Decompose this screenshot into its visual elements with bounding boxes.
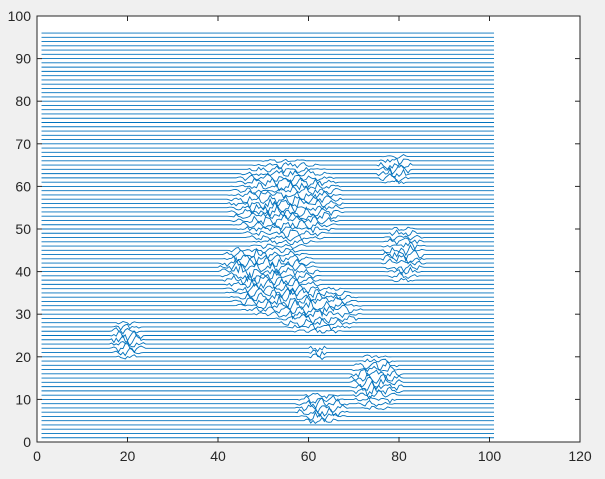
series-line-64 bbox=[41, 164, 495, 176]
series-line-36 bbox=[41, 283, 495, 294]
y-tick-label-40: 40 bbox=[15, 264, 31, 280]
series-line-24 bbox=[41, 333, 495, 347]
x-tick-label-120: 120 bbox=[568, 448, 592, 464]
series-line-9 bbox=[41, 397, 495, 411]
series-line-58 bbox=[41, 190, 495, 200]
series-line-14 bbox=[41, 376, 495, 388]
series-line-56 bbox=[41, 197, 495, 210]
series-line-48 bbox=[41, 234, 495, 242]
series-line-19 bbox=[41, 358, 495, 363]
series-line-15 bbox=[41, 372, 495, 384]
series-line-22 bbox=[41, 343, 495, 353]
series-line-17 bbox=[41, 365, 495, 373]
y-tick-label-80: 80 bbox=[15, 93, 31, 109]
series-line-51 bbox=[41, 219, 495, 230]
series-line-49 bbox=[41, 229, 495, 239]
series-line-40 bbox=[41, 262, 495, 278]
x-tick-label-80: 80 bbox=[391, 448, 407, 464]
series-line-38 bbox=[41, 273, 495, 286]
series-line-21 bbox=[41, 347, 495, 358]
series-line-54 bbox=[41, 204, 495, 218]
y-tick-label-50: 50 bbox=[15, 221, 31, 237]
series-line-46 bbox=[41, 241, 495, 251]
axes-layer: 0 20 40 60 80 100 120 0 10 20 30 40 50 60 70 80 90 100 bbox=[8, 8, 592, 464]
series-line-55 bbox=[41, 202, 495, 215]
series-layer bbox=[41, 32, 495, 439]
series-line-20 bbox=[41, 353, 495, 361]
x-tick-label-40: 40 bbox=[210, 448, 226, 464]
series-line-52 bbox=[41, 214, 495, 227]
series-line-35 bbox=[41, 287, 495, 299]
series-line-26 bbox=[41, 327, 495, 335]
series-line-50 bbox=[41, 225, 495, 234]
series-line-57 bbox=[41, 193, 495, 206]
series-line-11 bbox=[41, 389, 495, 401]
series-line-37 bbox=[41, 278, 495, 291]
series-line-16 bbox=[41, 369, 495, 380]
series-line-67 bbox=[41, 154, 495, 160]
series-line-66 bbox=[41, 157, 495, 165]
series-line-30 bbox=[41, 309, 495, 320]
y-tick-label-70: 70 bbox=[15, 136, 31, 152]
y-tick-label-10: 10 bbox=[15, 391, 31, 407]
series-line-61 bbox=[41, 177, 495, 188]
series-line-28 bbox=[41, 317, 495, 328]
series-line-13 bbox=[41, 380, 495, 391]
series-line-63 bbox=[41, 167, 495, 179]
series-line-18 bbox=[41, 360, 495, 371]
x-tick-label-60: 60 bbox=[301, 448, 317, 464]
series-line-44 bbox=[41, 247, 495, 263]
series-line-41 bbox=[41, 259, 495, 274]
y-tick-label-30: 30 bbox=[15, 306, 31, 322]
series-line-12 bbox=[41, 385, 495, 397]
series-line-59 bbox=[41, 185, 495, 196]
series-line-65 bbox=[41, 161, 495, 170]
series-line-33 bbox=[41, 294, 495, 308]
x-tick-label-0: 0 bbox=[33, 448, 41, 464]
y-tick-label-60: 60 bbox=[15, 178, 31, 194]
series-line-8 bbox=[41, 403, 495, 414]
series-line-32 bbox=[41, 298, 495, 312]
series-line-47 bbox=[41, 237, 495, 246]
y-tick-label-100: 100 bbox=[8, 8, 32, 24]
series-line-39 bbox=[41, 270, 495, 283]
series-line-23 bbox=[41, 340, 495, 348]
series-line-62 bbox=[41, 172, 495, 184]
x-tick-label-20: 20 bbox=[120, 448, 136, 464]
series-line-5 bbox=[41, 416, 495, 425]
series-line-31 bbox=[41, 304, 495, 318]
y-tick-label-0: 0 bbox=[23, 434, 31, 450]
series-line-45 bbox=[41, 244, 495, 257]
y-tick-label-90: 90 bbox=[15, 51, 31, 67]
x-tick-label-100: 100 bbox=[478, 448, 502, 464]
y-tick-label-20: 20 bbox=[15, 349, 31, 365]
series-line-6 bbox=[41, 411, 495, 423]
series-line-25 bbox=[41, 330, 495, 342]
series-line-29 bbox=[41, 314, 495, 325]
series-line-60 bbox=[41, 180, 495, 192]
series-line-10 bbox=[41, 394, 495, 404]
series-line-27 bbox=[41, 323, 495, 331]
series-line-34 bbox=[41, 289, 495, 303]
series-line-7 bbox=[41, 407, 495, 418]
